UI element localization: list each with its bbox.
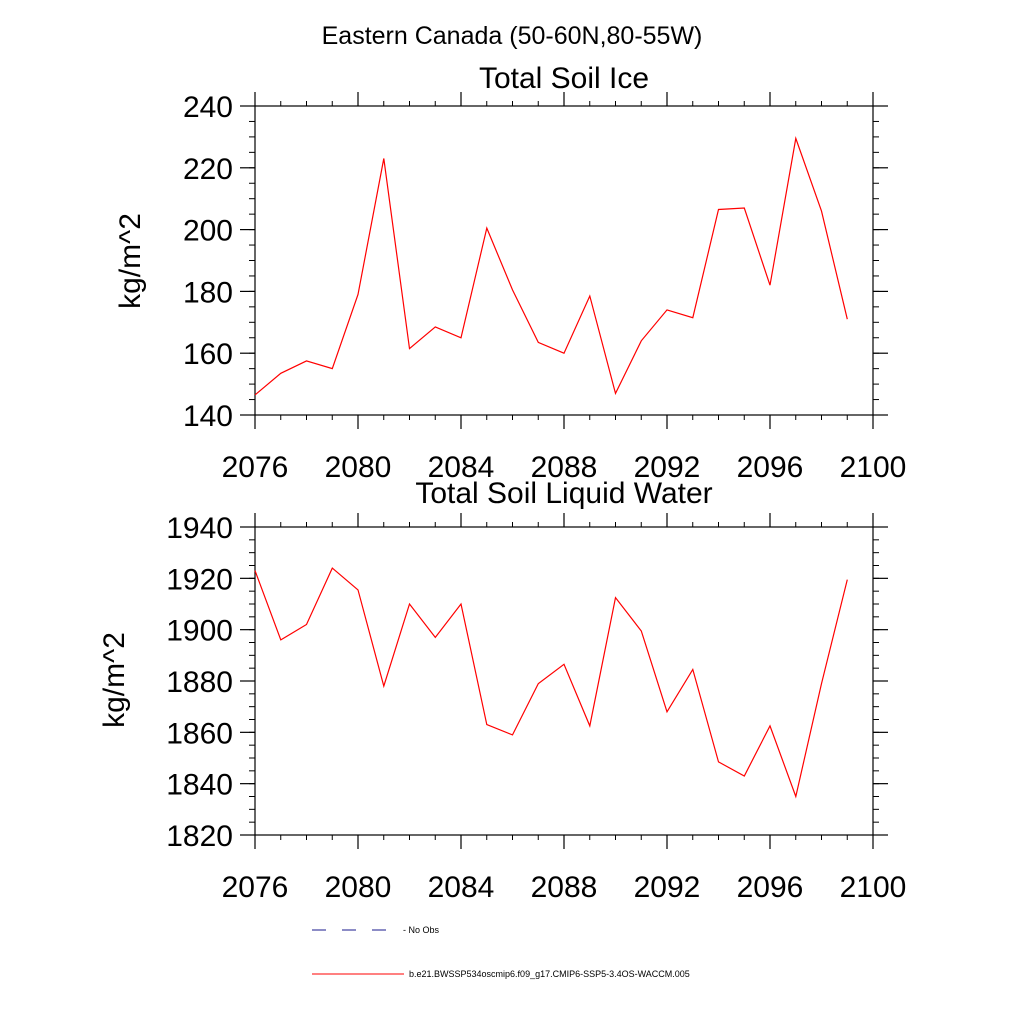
data-point bbox=[253, 393, 257, 397]
legend-label-obs: - No Obs bbox=[403, 925, 440, 935]
data-point bbox=[717, 208, 721, 212]
data-point bbox=[639, 339, 643, 343]
plot-frame bbox=[254, 526, 874, 836]
data-point bbox=[639, 629, 643, 633]
data-point bbox=[536, 682, 540, 686]
y-tick-label: 180 bbox=[183, 276, 233, 309]
data-point bbox=[485, 723, 489, 727]
legend: - No Obs b.e21.BWSSP534oscmip6.f09_g17.C… bbox=[312, 925, 690, 979]
data-point bbox=[382, 157, 386, 161]
y-tick-label: 1840 bbox=[166, 769, 233, 802]
axes: 2076 2080 2084 2088 2092 2096 2100 140 160 180 200… bbox=[183, 91, 906, 484]
data-point bbox=[485, 226, 489, 230]
data-point bbox=[511, 288, 515, 292]
data-point bbox=[330, 566, 334, 570]
y-tick-label: 1860 bbox=[166, 717, 233, 750]
data-point bbox=[614, 596, 618, 600]
data-point bbox=[768, 724, 772, 728]
axes: 2076 2080 2084 2088 2092 2096 2100 1820 1840 1860… bbox=[166, 512, 906, 904]
data-point bbox=[794, 795, 798, 799]
data-point bbox=[408, 347, 412, 351]
data-point bbox=[356, 293, 360, 297]
x-tick-label: 2076 bbox=[222, 451, 289, 484]
y-tick-label: 200 bbox=[183, 215, 233, 248]
y-tick-label: 220 bbox=[183, 153, 233, 186]
data-point bbox=[794, 136, 798, 140]
data-point bbox=[279, 371, 283, 375]
series-layer bbox=[253, 136, 849, 397]
y-tick-label: 240 bbox=[183, 91, 233, 124]
data-point bbox=[382, 684, 386, 688]
series-layer bbox=[253, 566, 849, 799]
data-point bbox=[742, 774, 746, 778]
y-tick-label: 1820 bbox=[166, 820, 233, 853]
y-tick-label: 160 bbox=[183, 338, 233, 371]
data-point bbox=[330, 367, 334, 371]
data-point bbox=[459, 336, 463, 340]
legend-label-model: b.e21.BWSSP534oscmip6.f09_g17.CMIP6-SSP5… bbox=[409, 969, 690, 979]
x-tick-label: 2100 bbox=[840, 451, 907, 484]
data-point bbox=[845, 578, 849, 582]
x-tick-label: 2096 bbox=[737, 871, 804, 904]
data-point bbox=[433, 325, 437, 329]
plot-frame bbox=[254, 105, 874, 416]
data-point bbox=[717, 760, 721, 764]
data-point bbox=[305, 359, 309, 363]
x-tick-label: 2080 bbox=[325, 871, 392, 904]
data-point bbox=[253, 569, 257, 573]
legend-item-obs: - No Obs bbox=[312, 925, 440, 935]
x-tick-label: 2096 bbox=[737, 451, 804, 484]
x-tick-label: 2084 bbox=[428, 871, 495, 904]
y-axis-label: kg/m^2 bbox=[98, 632, 131, 728]
data-point bbox=[562, 351, 566, 355]
x-tick-label: 2088 bbox=[531, 871, 598, 904]
data-point bbox=[433, 635, 437, 639]
data-point bbox=[459, 602, 463, 606]
data-point bbox=[691, 668, 695, 672]
x-tick-label: 2092 bbox=[634, 451, 701, 484]
chart-title: Total Soil Liquid Water bbox=[415, 477, 712, 510]
data-point bbox=[845, 317, 849, 321]
data-point bbox=[279, 638, 283, 642]
series-line bbox=[254, 567, 848, 799]
data-point bbox=[820, 682, 824, 686]
x-tick-label: 2084 bbox=[428, 451, 495, 484]
data-point bbox=[614, 391, 618, 395]
x-tick-label: 2076 bbox=[222, 871, 289, 904]
data-point bbox=[511, 733, 515, 737]
x-tick-label: 2088 bbox=[531, 451, 598, 484]
x-tick-label: 2080 bbox=[325, 451, 392, 484]
y-tick-label: 1900 bbox=[166, 615, 233, 648]
chart-title: Total Soil Ice bbox=[479, 62, 649, 95]
y-tick-label: 140 bbox=[183, 400, 233, 433]
y-tick-label: 1920 bbox=[166, 563, 233, 596]
data-point bbox=[408, 602, 412, 606]
y-axis-label: kg/m^2 bbox=[114, 213, 147, 309]
data-point bbox=[536, 340, 540, 344]
data-point bbox=[562, 662, 566, 666]
legend-item-model: b.e21.BWSSP534oscmip6.f09_g17.CMIP6-SSP5… bbox=[312, 969, 690, 979]
data-point bbox=[305, 623, 309, 627]
x-tick-label: 2100 bbox=[840, 871, 907, 904]
data-point bbox=[820, 209, 824, 213]
data-point bbox=[588, 724, 592, 728]
data-point bbox=[665, 710, 669, 714]
x-tick-label: 2092 bbox=[634, 871, 701, 904]
data-point bbox=[742, 206, 746, 210]
data-point bbox=[588, 294, 592, 298]
y-tick-label: 1880 bbox=[166, 666, 233, 699]
data-point bbox=[665, 308, 669, 312]
panel-total-soil-ice: Total Soil Ice kg/m^2 2076 2080 2084 2088 20… bbox=[114, 62, 906, 484]
series-line bbox=[254, 136, 848, 396]
data-point bbox=[768, 283, 772, 287]
data-point bbox=[691, 316, 695, 320]
y-tick-label: 1940 bbox=[166, 512, 233, 545]
panel-total-soil-liquid-water: Total Soil Liquid Water kg/m^2 2076 2080 2… bbox=[98, 477, 906, 904]
data-point bbox=[356, 588, 360, 592]
figure-title: Eastern Canada (50-60N,80-55W) bbox=[322, 22, 703, 50]
